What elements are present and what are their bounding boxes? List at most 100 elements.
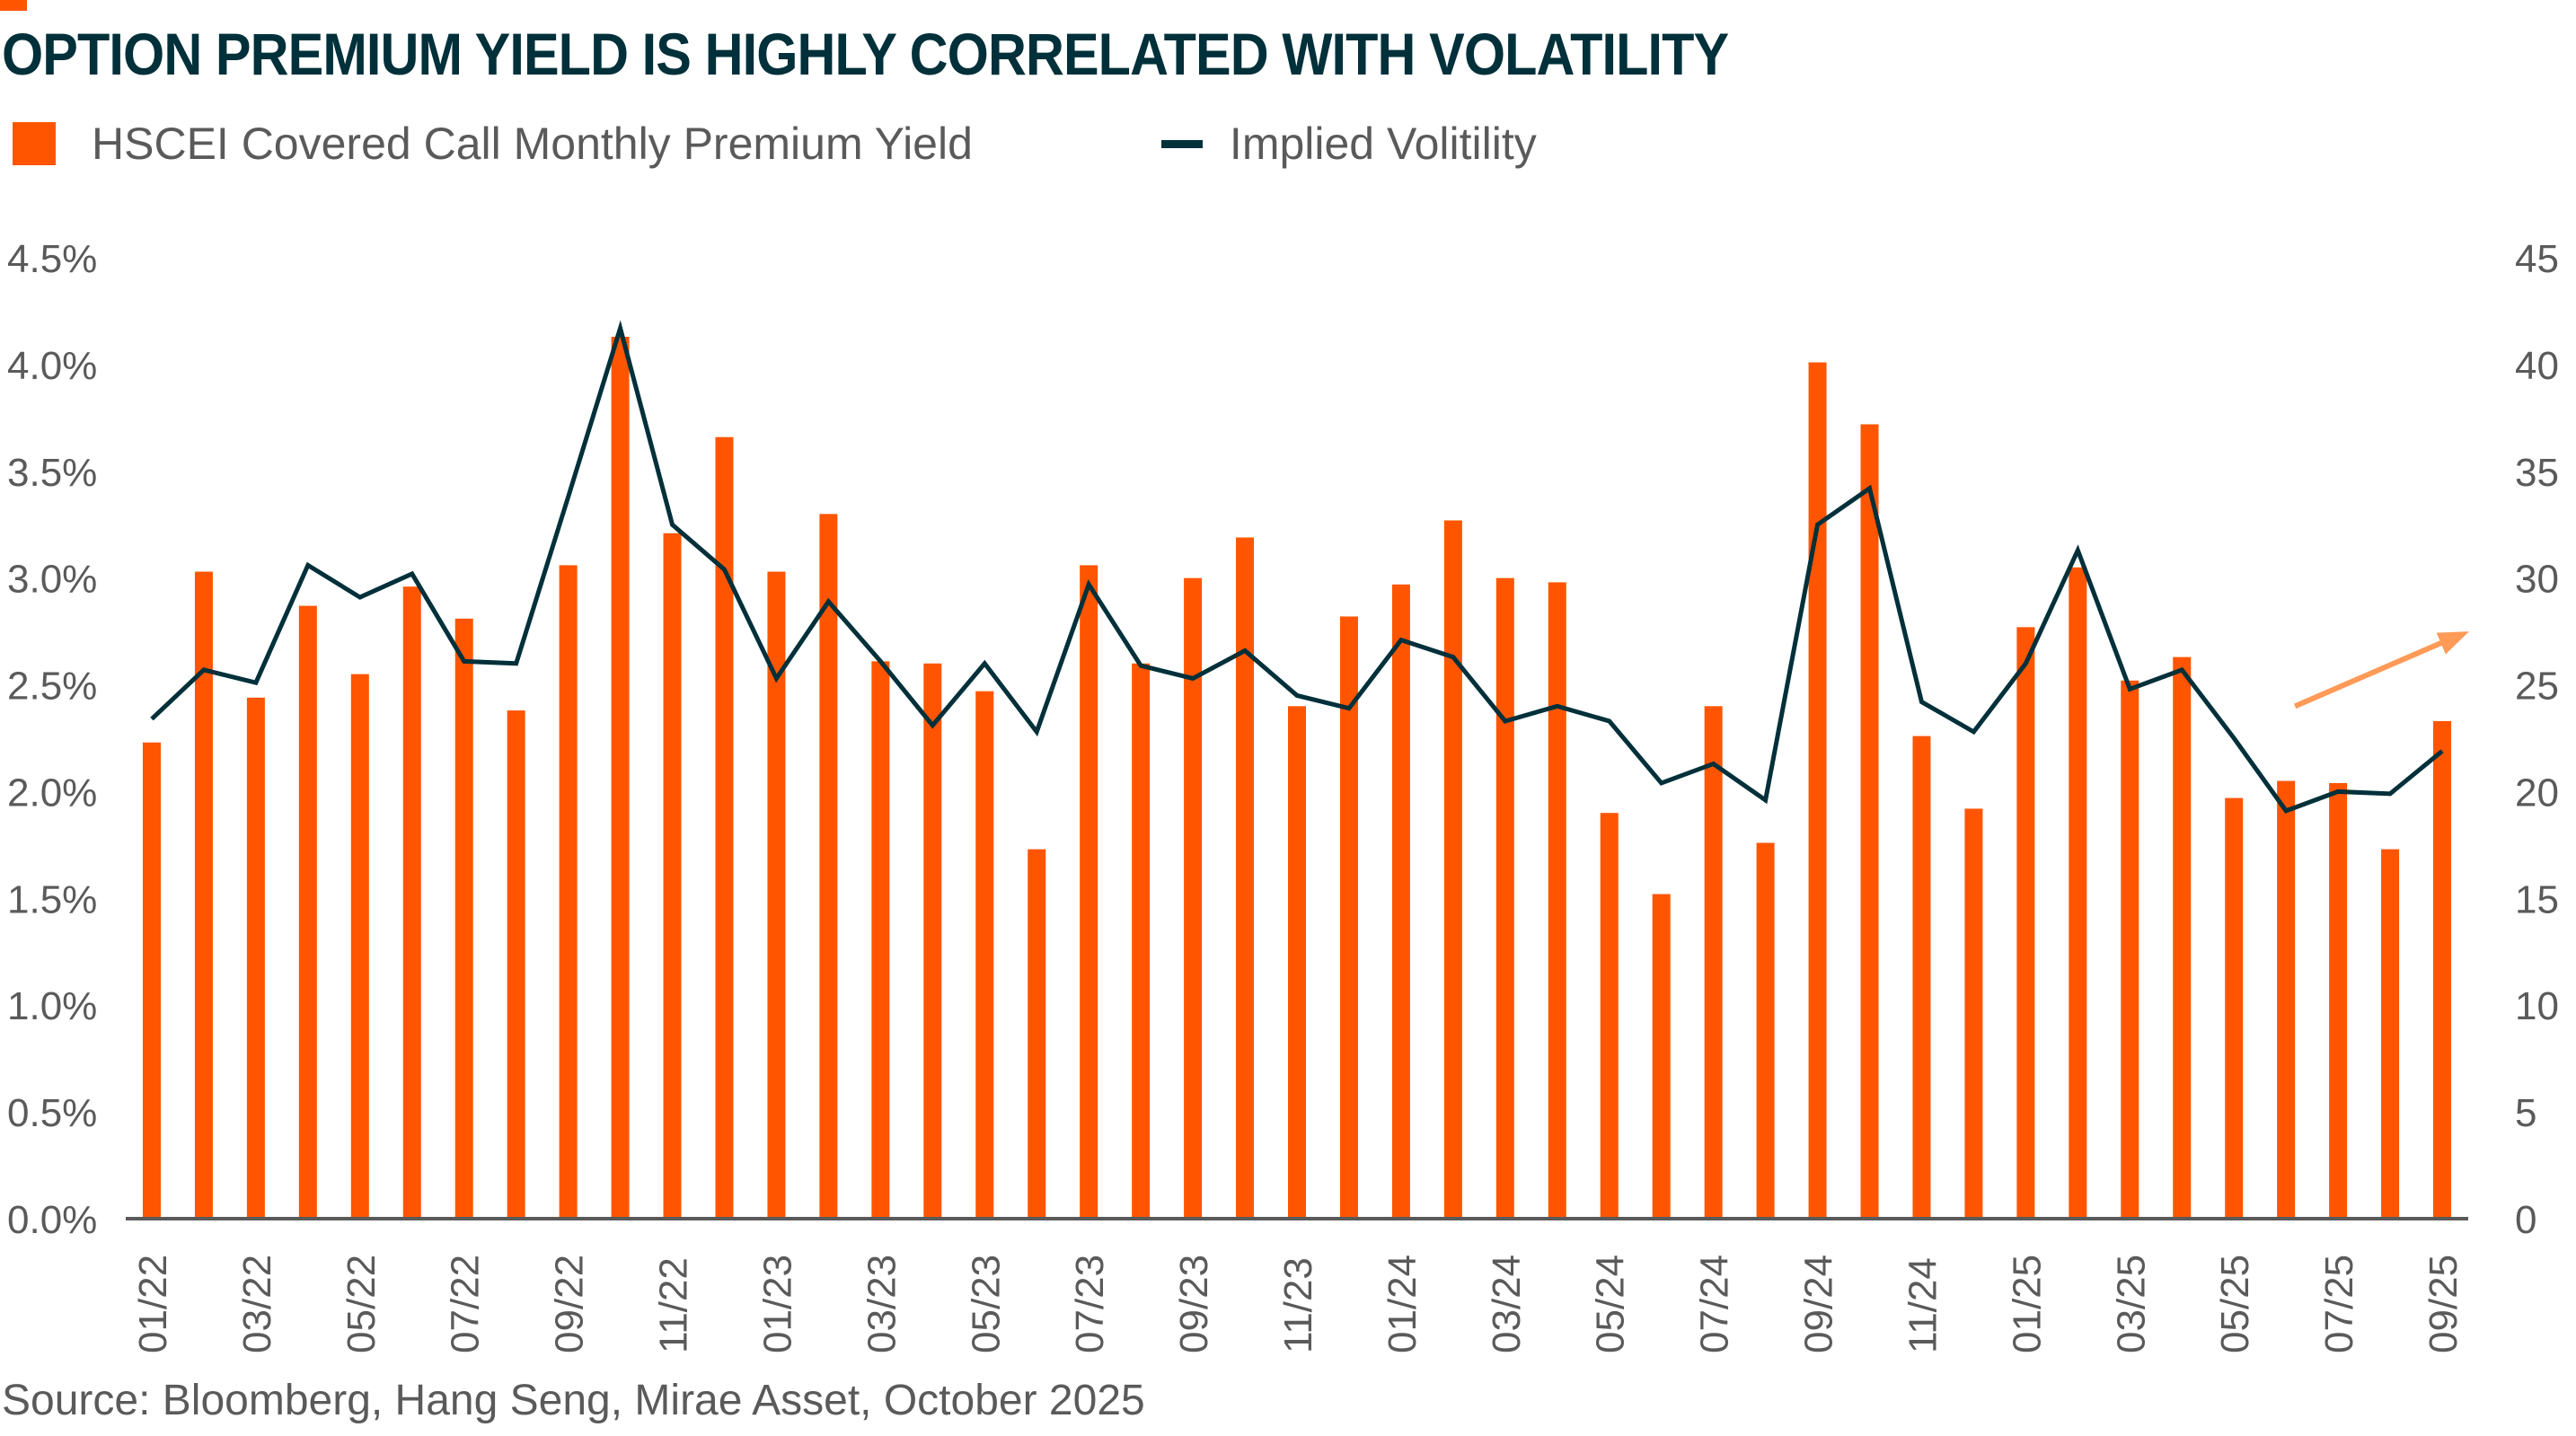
y-right-tick-label: 15	[2515, 877, 2559, 921]
x-tick-label: 07/23	[1068, 1255, 1112, 1353]
bar-03-22	[246, 697, 265, 1219]
y-right-tick-label: 40	[2515, 344, 2559, 388]
legend-item-iv: Implied Volitility	[1160, 118, 1537, 170]
bar-10-22	[611, 336, 630, 1219]
chart-plot: 0.0% 0.5% 1.0% 1.5% 2.0% 2.5% 3.0% 3.5% 4.0% 4.5%…	[7, 237, 2559, 1353]
bar-11-24	[1912, 736, 1931, 1219]
x-tick-label: 05/22	[340, 1255, 384, 1353]
y-right-tick-label: 20	[2515, 771, 2559, 815]
x-tick-label: 01/23	[755, 1255, 799, 1353]
x-tick-label: 01/24	[1381, 1255, 1425, 1353]
bar-09-25	[2433, 720, 2452, 1219]
bar-03-23	[871, 661, 890, 1219]
bar-series	[142, 336, 2452, 1219]
y-right-tick-label: 30	[2515, 558, 2559, 602]
y-left-tick-label: 0.0%	[7, 1198, 97, 1242]
bar-03-25	[2121, 680, 2139, 1219]
bar-09-24	[1808, 362, 1827, 1219]
x-tick-label: 07/24	[1693, 1255, 1737, 1353]
x-tick-label: 11/24	[1901, 1257, 1945, 1353]
legend-label-yield: HSCEI Covered Call Monthly Premium Yield	[92, 119, 973, 169]
bar-04-22	[298, 605, 317, 1219]
chart-title: OPTION PREMIUM YIELD IS HIGHLY CORRELATE…	[2, 21, 1729, 87]
bar-11-23	[1288, 706, 1306, 1219]
bar-06-23	[1028, 849, 1046, 1219]
legend-line-swatch-icon	[1160, 139, 1203, 148]
annotation	[2293, 631, 2470, 709]
x-tick-label: 09/23	[1172, 1255, 1216, 1353]
bar-09-23	[1184, 577, 1203, 1219]
trend-arrow-icon	[2293, 636, 2453, 709]
bar-08-22	[507, 710, 525, 1219]
line-series	[150, 320, 2444, 814]
bar-12-23	[1339, 616, 1358, 1219]
y-left-tick-label: 4.5%	[7, 237, 97, 281]
trend-arrowhead-icon	[2436, 631, 2470, 655]
bar-01-25	[2016, 627, 2035, 1219]
bar-08-25	[2381, 849, 2400, 1219]
x-tick-label: 03/24	[1485, 1255, 1529, 1353]
bar-01-23	[767, 571, 786, 1219]
bar-04-23	[923, 663, 942, 1219]
y-left-tick-label: 2.5%	[7, 665, 97, 709]
bar-10-24	[1860, 424, 1879, 1219]
bar-07-22	[454, 618, 473, 1219]
bar-07-24	[1704, 706, 1723, 1219]
x-tick-label: 07/22	[444, 1255, 488, 1353]
bar-12-22	[715, 436, 734, 1219]
bar-04-24	[1548, 582, 1566, 1219]
accent-bar	[0, 0, 27, 11]
y-left-tick-label: 3.0%	[7, 558, 97, 602]
bar-01-22	[142, 742, 161, 1219]
bar-02-24	[1443, 520, 1462, 1219]
source-note: Source: Bloomberg, Hang Seng, Mirae Asse…	[2, 1377, 1145, 1424]
x-tick-label: 03/22	[235, 1255, 279, 1353]
bar-05-25	[2225, 797, 2244, 1219]
y-right-tick-label: 5	[2515, 1091, 2536, 1135]
x-tick-label: 03/25	[2109, 1255, 2153, 1353]
x-tick-label: 03/23	[860, 1255, 904, 1353]
bar-10-23	[1236, 537, 1255, 1219]
bar-11-22	[663, 533, 682, 1219]
y-right-tick-label: 25	[2515, 665, 2559, 709]
bar-05-24	[1600, 813, 1619, 1219]
bar-03-24	[1495, 577, 1514, 1219]
bar-07-25	[2329, 782, 2348, 1219]
bar-05-22	[350, 674, 369, 1219]
bar-02-22	[194, 571, 213, 1219]
y-left-tick-label: 1.5%	[7, 877, 97, 921]
bar-06-25	[2277, 780, 2296, 1219]
legend-label-iv: Implied Volitility	[1229, 119, 1537, 169]
y-left-tick-label: 1.0%	[7, 984, 97, 1028]
x-tick-label: 09/22	[548, 1255, 592, 1353]
bar-08-23	[1132, 663, 1151, 1219]
bar-08-24	[1756, 842, 1775, 1219]
bar-01-24	[1391, 584, 1410, 1219]
bar-12-24	[1964, 808, 1983, 1219]
x-tick-label: 09/24	[1797, 1255, 1841, 1353]
x-tick-label: 05/24	[1589, 1255, 1633, 1353]
x-tick-label: 11/23	[1276, 1257, 1320, 1353]
bar-05-23	[975, 691, 994, 1219]
bar-09-22	[559, 565, 578, 1219]
x-tick-label: 01/22	[131, 1255, 175, 1353]
x-tick-label: 09/25	[2422, 1255, 2466, 1353]
x-tick-label: 05/25	[2213, 1255, 2257, 1353]
bar-04-25	[2173, 656, 2192, 1219]
bar-02-23	[819, 514, 838, 1219]
y-right-tick-label: 45	[2515, 237, 2559, 281]
y-axis-left: 0.0% 0.5% 1.0% 1.5% 2.0% 2.5% 3.0% 3.5% 4.0% 4.5%	[7, 237, 97, 1242]
x-axis: 01/22 03/22 05/22 07/22 09/22 11/22 01/23 03/23…	[126, 1217, 2468, 1353]
legend-item-yield: HSCEI Covered Call Monthly Premium Yield	[13, 118, 973, 170]
y-left-tick-label: 4.0%	[7, 344, 97, 388]
x-tick-label: 11/22	[652, 1257, 696, 1353]
x-tick-label: 07/25	[2317, 1255, 2361, 1353]
y-axis-right: 0 5 10 15 20 25 30 35 40 45	[2515, 237, 2559, 1242]
bar-07-23	[1080, 565, 1098, 1219]
x-tick-label: 05/23	[964, 1255, 1008, 1353]
bar-06-24	[1652, 894, 1671, 1219]
y-left-tick-label: 3.5%	[7, 451, 97, 495]
bar-06-22	[402, 586, 421, 1219]
y-right-tick-label: 35	[2515, 451, 2559, 495]
x-tick-label: 01/25	[2005, 1255, 2049, 1353]
